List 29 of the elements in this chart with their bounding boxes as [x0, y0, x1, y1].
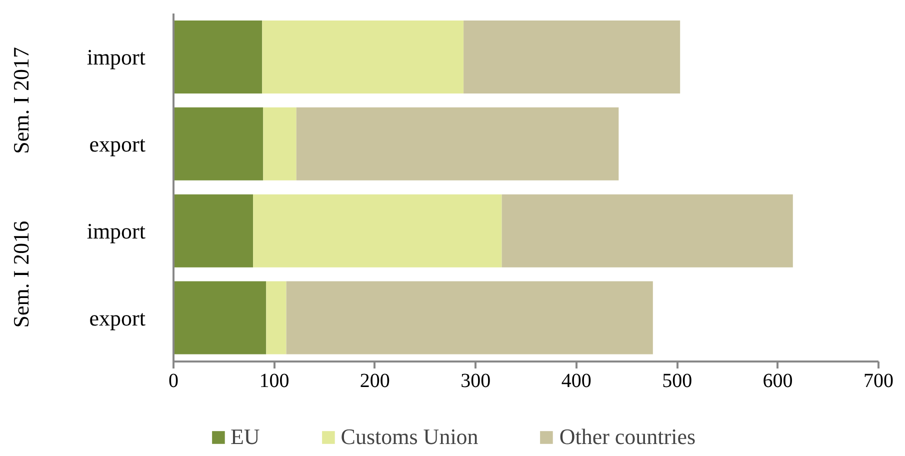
- x-tick-label: 300: [460, 370, 491, 392]
- bar: [174, 107, 264, 180]
- y-tick-label: export: [89, 305, 146, 330]
- bar: [174, 194, 254, 268]
- y-tick-label: import: [86, 218, 146, 244]
- bar: [286, 281, 653, 354]
- bar: [266, 281, 286, 354]
- text: Sem. I 2016: [8, 220, 34, 328]
- bar: [464, 20, 680, 94]
- bar: [174, 281, 266, 354]
- bar: [502, 194, 793, 268]
- bar: [174, 20, 262, 94]
- legend-label: Other countries: [559, 424, 696, 450]
- x-tick-label: 400: [561, 370, 592, 392]
- x-tick-label: 200: [360, 370, 390, 392]
- x-tick-label: 600: [762, 370, 793, 392]
- legend-label: Customs Union: [340, 424, 478, 450]
- bar: [253, 194, 502, 268]
- y-tick-label: import: [86, 44, 146, 70]
- legend-label: EU: [230, 424, 260, 450]
- text: Sem. I 2017: [8, 46, 34, 154]
- bar: [262, 20, 464, 94]
- bar: [296, 107, 619, 180]
- x-tick-label: 0: [168, 370, 178, 392]
- x-tick-label: 100: [259, 370, 290, 392]
- bar: [263, 107, 296, 180]
- y-tick-label: export: [89, 131, 146, 156]
- x-tick-label: 500: [662, 370, 692, 392]
- x-tick-label: 700: [864, 370, 894, 392]
